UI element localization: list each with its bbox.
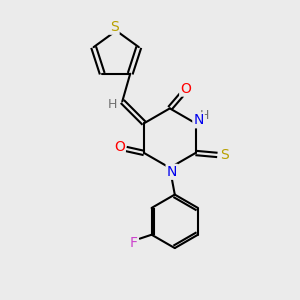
Text: N: N <box>193 113 204 127</box>
Text: F: F <box>130 236 138 250</box>
Text: O: O <box>114 140 125 154</box>
Text: S: S <box>110 20 118 34</box>
Text: O: O <box>180 82 191 96</box>
Text: H: H <box>108 98 117 111</box>
Text: H: H <box>200 109 209 122</box>
Text: S: S <box>220 148 229 162</box>
Text: N: N <box>167 165 177 179</box>
